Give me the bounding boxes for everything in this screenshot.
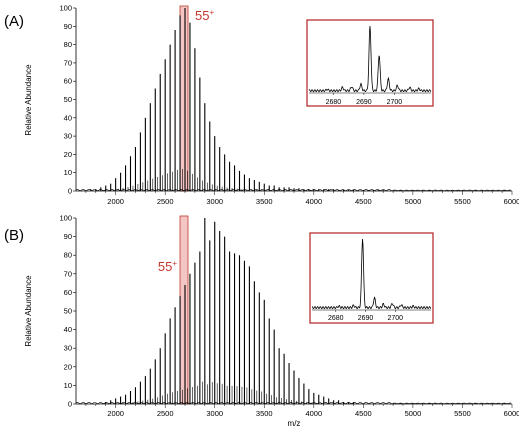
panel-a-x-tick-label: 6000 [504,197,519,206]
panel-a-charge-state-number: 55 [195,8,209,23]
panel-b-y-tick-label: 90 [64,232,72,241]
panel-a-y-tick-label: 80 [64,40,72,49]
panel-b-x-tick-label: 3500 [256,409,273,418]
panel-a-x-tick-label: 2500 [157,197,174,206]
panel-a-y-tick-label: 60 [64,77,72,86]
panel-a-charge-state-label: 55+ [195,8,214,23]
panel-a-inset-tick-label: 2680 [326,99,342,106]
panel-b: (B) Relative Abundance m/z 0 10 20 30 40 50 60… [4,214,519,429]
panel-b-inset: 2680 2690 2700 [309,232,434,324]
panel-a-y-tick-label: 70 [64,58,72,67]
panel-b-label: (B) [4,227,24,244]
panel-b-y-tick-label: 30 [64,344,72,353]
panel-a-x-tick-label: 5000 [405,197,422,206]
panel-b-inset-profile [311,238,432,310]
panel-a-y-tick-label: 90 [64,22,72,31]
panel-a-x-tick-label: 2000 [107,197,124,206]
panel-b-x-tick-label: 2500 [157,409,174,418]
panel-b-x-tick-label: 6000 [504,409,519,418]
panel-b-x-tick-label: 4000 [305,409,322,418]
panel-b-y-tick-label: 100 [59,214,72,223]
panel-b-inset-frame [309,232,434,324]
panel-b-y-tick-label: 60 [64,288,72,297]
panel-a-inset: 2680 2690 2700 [306,19,434,107]
panel-a-x-tick-label: 3000 [206,197,223,206]
panel-b-y-tick-label: 20 [64,362,72,371]
panel-a-charge-state-sign: + [209,8,214,17]
panel-a-y-tick-label: 30 [64,132,72,141]
panel-a-inset-tick-label: 2700 [387,99,403,106]
panel-b-x-tick-label: 4500 [355,409,372,418]
panel-b-y-tick-label: 50 [64,307,72,316]
panel-a-highlight-band [179,5,189,192]
panel-a-x-tick-label: 5500 [454,197,471,206]
panel-a-y-tick-label: 20 [64,150,72,159]
panel-b-x-tick-label: 5500 [454,409,471,418]
panel-a-y-tick-label: 100 [59,4,72,13]
panel-b-y-tick-label: 0 [68,400,72,409]
panel-a-label: (A) [4,13,24,30]
panel-a-x-tick-label: 4000 [305,197,322,206]
panel-b-y-tick-label: 80 [64,251,72,260]
panel-b-x-tick-label: 5000 [405,409,422,418]
panel-a-x-tick-label: 4500 [355,197,372,206]
panel-a-y-tick-label: 50 [64,95,72,104]
panel-b-inset-tick-label: 2690 [358,315,374,322]
panel-b-charge-state-sign: + [172,259,177,268]
panel-a: (A) Relative Abundance 0 10 20 30 40 50 60 70 80… [4,4,519,207]
panel-b-y-tick-label: 70 [64,269,72,278]
panel-b-inset-tick-label: 2680 [328,315,344,322]
panel-a-y-tick-label: 40 [64,113,72,122]
panel-a-inset-tick-label: 2690 [356,99,372,106]
panel-a-x-tick-label: 3500 [256,197,273,206]
panel-b-y-tick-label: 10 [64,381,72,390]
panel-b-x-axis-label: m/z [288,419,301,428]
panel-b-charge-state-number: 55 [158,259,172,274]
panel-a-y-tick-label: 0 [68,187,72,196]
panel-a-inset-profile [308,25,432,93]
panel-b-y-tick-label: 40 [64,325,72,334]
panel-b-y-axis-label: Relative Abundance [24,275,33,347]
panel-a-y-tick-label: 10 [64,168,72,177]
panel-a-y-axis-label: Relative Abundance [24,64,33,136]
panel-b-x-tick-label: 2000 [107,409,124,418]
panel-b-inset-tick-label: 2700 [388,315,404,322]
panel-b-x-tick-label: 3000 [206,409,223,418]
panel-b-highlight-band [179,215,189,405]
panel-b-charge-state-label: 55+ [158,259,177,274]
